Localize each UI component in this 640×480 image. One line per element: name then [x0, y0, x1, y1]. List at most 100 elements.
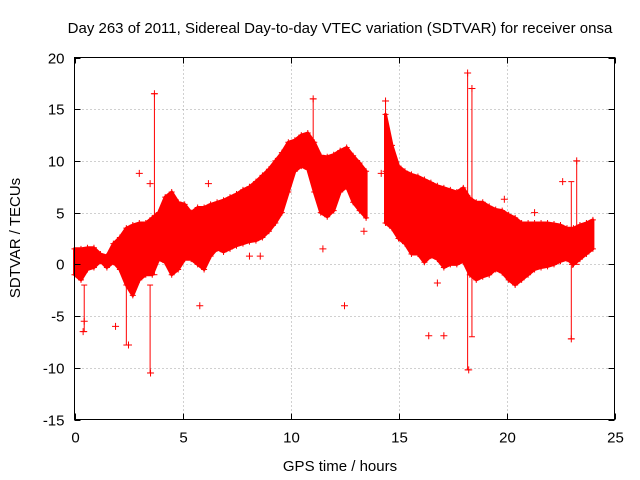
data-point [525, 219, 532, 226]
data-point [382, 97, 390, 105]
y-tick-label: 20 [48, 51, 65, 68]
data-point [317, 152, 324, 159]
data-point [135, 169, 143, 177]
y-tick-label: 5 [56, 206, 64, 223]
data-point [207, 253, 214, 260]
data-point [343, 183, 350, 190]
x-tick-label: 15 [391, 430, 408, 447]
data-point [389, 142, 396, 149]
data-point [453, 261, 460, 268]
data-point [311, 188, 318, 195]
data-point [551, 221, 558, 228]
data-point [204, 180, 212, 188]
data-point [544, 219, 551, 226]
data-band [384, 112, 595, 287]
data-point [505, 276, 512, 283]
data-point [356, 159, 363, 166]
y-tick-label: -10 [43, 361, 65, 378]
data-point [129, 222, 136, 229]
data-point [421, 259, 428, 266]
data-point [129, 292, 136, 299]
data-point [440, 184, 447, 191]
data-point [473, 199, 480, 206]
data-point [512, 214, 519, 221]
data-point [414, 173, 421, 180]
data-point [136, 276, 143, 283]
data-point [272, 157, 279, 164]
data-point [201, 266, 208, 273]
data-point [447, 261, 454, 268]
data-point [434, 256, 441, 263]
data-point [473, 276, 480, 283]
data-point [559, 178, 567, 186]
x-tick-label: 10 [283, 430, 300, 447]
data-point [272, 219, 279, 226]
data-point [350, 199, 357, 206]
data-point [492, 206, 499, 213]
data-point [319, 245, 327, 253]
data-point [551, 261, 558, 268]
data-point [363, 214, 370, 221]
data-point [447, 186, 454, 193]
data-point [465, 366, 473, 374]
data-point [97, 251, 104, 258]
data-point [518, 219, 525, 226]
axes: 0 5 10 15 20 25 -15 -10 -5 0 5 10 15 20 [43, 51, 624, 447]
data-band [73, 131, 368, 297]
data-point [531, 266, 538, 273]
data-point [363, 168, 370, 175]
data-point [84, 244, 91, 251]
x-tick-label: 20 [499, 430, 516, 447]
data-point [220, 248, 227, 255]
data-point [330, 207, 337, 214]
data-point [84, 266, 91, 273]
data-point [227, 194, 234, 201]
data-point [168, 188, 175, 195]
data-point [563, 256, 570, 263]
data-point [583, 251, 590, 258]
data-point [395, 235, 402, 242]
data-point [389, 225, 396, 232]
data-point [125, 341, 132, 349]
y-tick-label: -15 [43, 413, 65, 430]
data-point [298, 132, 305, 139]
x-tick-label: 0 [71, 430, 79, 447]
y-tick-label: 10 [48, 154, 65, 171]
y-tick-label: -5 [51, 309, 64, 326]
data-point [112, 322, 120, 330]
data-point [427, 179, 434, 186]
y-tick-label: 0 [56, 257, 64, 274]
data-point [298, 163, 305, 170]
data-point [568, 260, 576, 268]
data-point [525, 271, 532, 278]
data-point [175, 199, 182, 206]
data-point [278, 149, 285, 156]
data-point [116, 266, 123, 273]
data-point [90, 244, 97, 251]
data-point [499, 207, 506, 214]
data-point [142, 219, 149, 226]
data-point [557, 222, 564, 229]
data-point [233, 242, 240, 249]
data-point [538, 219, 545, 226]
data-point [181, 201, 188, 208]
data-point [196, 302, 204, 310]
data-point [486, 203, 493, 210]
data-point [589, 245, 596, 252]
data-point [136, 219, 143, 226]
data-point [440, 332, 448, 340]
data-point [324, 213, 331, 220]
data-point [337, 147, 344, 154]
data-point [246, 183, 253, 190]
x-tick-label: 25 [607, 430, 624, 447]
data-point [265, 166, 272, 173]
data-point [142, 271, 149, 278]
data-point [146, 180, 154, 188]
data-point [434, 182, 441, 189]
data-point [188, 209, 195, 216]
data-point [401, 240, 408, 247]
data-point [194, 204, 201, 211]
data-point [181, 256, 188, 263]
data-point [265, 228, 272, 235]
data-point [330, 151, 337, 158]
